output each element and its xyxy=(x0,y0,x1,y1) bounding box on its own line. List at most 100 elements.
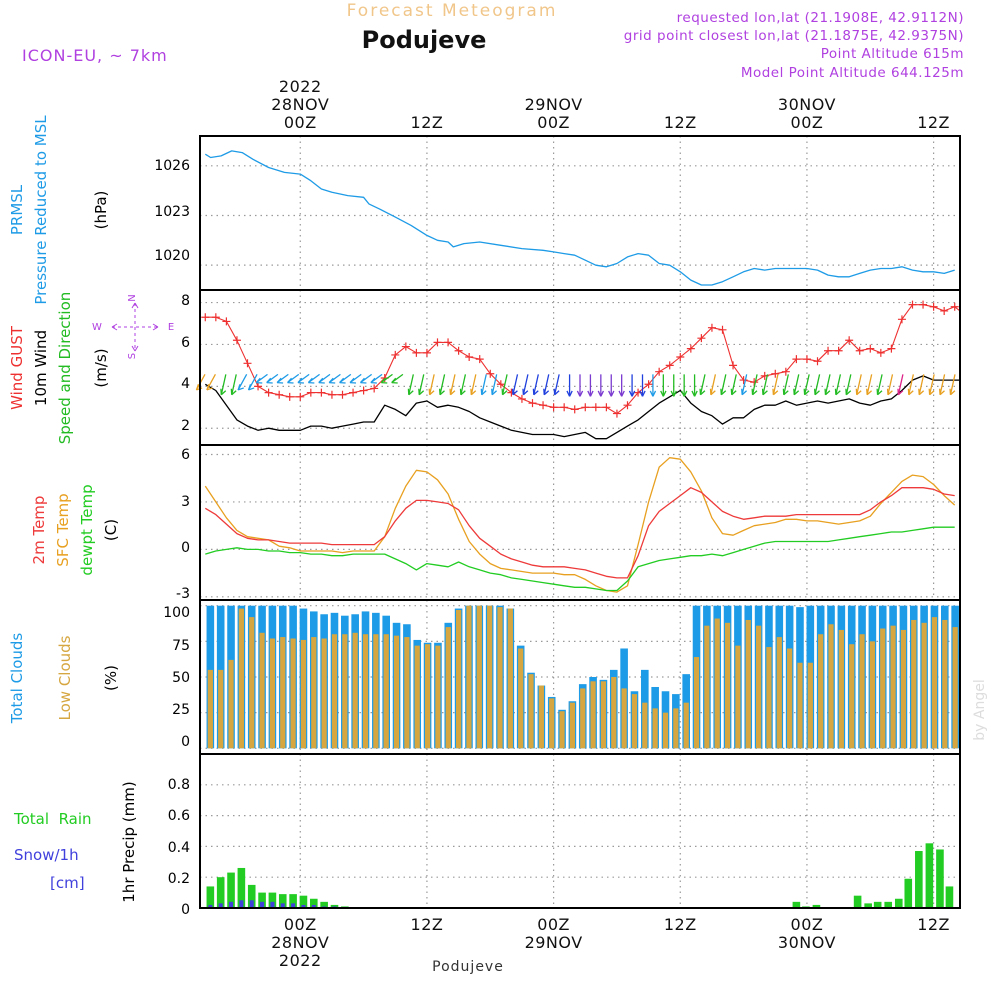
wind-arrow-head xyxy=(866,388,873,396)
wind-gust-marker xyxy=(422,348,431,357)
wind-gust-marker xyxy=(243,359,252,368)
time-label-bottom: 00Z xyxy=(537,915,570,934)
wind-gust-marker xyxy=(697,334,706,343)
wind-direction-arrow xyxy=(928,374,935,396)
wind-arrow-shaft xyxy=(439,374,446,395)
wind-direction-arrow xyxy=(628,374,636,397)
wind-arrow-head xyxy=(761,388,768,396)
wind-arrow-head xyxy=(855,388,862,396)
chart-title: Podujeve xyxy=(362,26,487,54)
low-cloud-bar xyxy=(838,629,844,749)
wind-direction-arrow xyxy=(618,374,625,397)
wind-arrow-head xyxy=(266,377,273,384)
wind-arrow-shaft xyxy=(887,374,894,395)
low-cloud-bar xyxy=(218,669,224,749)
wind-tick: 6 xyxy=(181,335,190,351)
wind-gust-marker xyxy=(665,361,674,370)
wind-arrow-shaft xyxy=(512,374,519,395)
low-cloud-bar xyxy=(404,637,410,749)
wind-gust-marker xyxy=(232,336,241,345)
rain-bar xyxy=(873,901,882,908)
wind-arrow-head xyxy=(928,388,935,396)
wind-gust-marker xyxy=(644,380,653,389)
wind-arrow-shaft xyxy=(699,374,706,395)
rain-bar xyxy=(227,872,235,908)
compass-n: N xyxy=(127,294,138,301)
low-cloud-bar xyxy=(787,648,793,749)
wind-arrow-head xyxy=(391,377,398,384)
low-cloud-bar xyxy=(693,657,700,749)
wind-direction-arrow xyxy=(803,374,810,396)
requested-coords: requested lon,lat (21.1908E, 42.9112N) xyxy=(677,10,964,26)
low-cloud-bar xyxy=(642,702,648,749)
wind-direction-arrow xyxy=(691,374,698,397)
wind-direction-arrow xyxy=(501,374,508,396)
snow-label: Snow/1h xyxy=(14,846,79,864)
wind-direction-arrow xyxy=(359,373,373,384)
low-cloud-bar xyxy=(828,624,834,749)
wind-direction-arrow xyxy=(845,374,852,396)
wind-gust-marker xyxy=(222,317,231,326)
low-cloud-bar xyxy=(259,632,265,749)
low-clouds-label: Low Clouds xyxy=(56,635,74,720)
wind-arrow-head xyxy=(824,388,831,396)
wind-tick: 8 xyxy=(181,293,190,309)
low-cloud-bar xyxy=(383,634,389,749)
wind-arrow-head xyxy=(247,384,255,391)
time-label-bottom: 30NOV xyxy=(778,933,836,952)
wind-gust-marker xyxy=(370,384,379,393)
wind-gust-marker xyxy=(454,346,463,355)
wind-direction-arrow xyxy=(566,374,573,397)
wind-direction-arrow xyxy=(391,373,404,384)
low-cloud-bar xyxy=(590,681,596,749)
wind-direction-arrow xyxy=(276,373,289,384)
low-cloud-bar xyxy=(518,648,524,749)
rain-bar xyxy=(894,898,903,908)
cloud-labels: Total Clouds Low Clouds (%) xyxy=(8,633,120,725)
wind-arrow-head xyxy=(287,377,294,384)
cloud-tick: 100 xyxy=(163,605,190,621)
wind-gust-marker xyxy=(327,390,336,399)
wind-direction-arrow xyxy=(949,374,956,396)
wind-arrow-shaft xyxy=(481,374,487,395)
wind-gust-marker xyxy=(623,401,632,410)
wind-gust-marker xyxy=(771,369,780,378)
wind-gust-marker xyxy=(296,392,305,401)
wind-direction-arrow xyxy=(449,374,456,396)
low-cloud-bar xyxy=(724,622,731,749)
wind-arrow-head xyxy=(649,390,657,397)
low-cloud-bar xyxy=(476,605,482,749)
wind-gust-marker xyxy=(602,403,611,412)
wind-arrow-head xyxy=(939,388,945,396)
wind-gust-marker xyxy=(285,392,294,401)
wind-arrow-shaft xyxy=(751,374,758,395)
wind-gust-marker xyxy=(517,394,526,403)
wind-gust-marker xyxy=(444,338,453,347)
rain-bar xyxy=(915,851,923,908)
prmsl-label: PRMSL xyxy=(8,184,26,235)
wind-direction-arrow xyxy=(587,374,594,397)
total-rain-label: Total Rain xyxy=(13,810,92,828)
wind-direction-arrow xyxy=(237,374,248,391)
wind-arrow-head xyxy=(501,388,508,396)
low-cloud-bar xyxy=(466,605,472,749)
wind-gust-marker xyxy=(718,325,727,334)
wind-direction-arrow xyxy=(266,373,279,384)
wind-arrow-shaft xyxy=(918,374,925,395)
snow-bar xyxy=(249,900,254,908)
pressure-line xyxy=(204,150,955,286)
wind-direction-arrow xyxy=(370,373,383,384)
wind-direction-arrow xyxy=(886,374,894,396)
snow-bar xyxy=(291,903,296,908)
wind-arrow-head xyxy=(380,377,388,384)
low-cloud-bar xyxy=(290,638,296,749)
wind-arrow-shaft xyxy=(408,374,414,395)
rain-bar xyxy=(309,898,318,908)
wind-gust-marker xyxy=(475,355,484,364)
wind-arrow-shaft xyxy=(460,374,467,395)
low-cloud-bar xyxy=(631,694,638,749)
low-cloud-bar xyxy=(807,662,813,749)
time-label-top: 30NOV xyxy=(778,95,836,114)
rain-bar xyxy=(792,901,801,908)
wind-gust-marker xyxy=(254,382,263,391)
